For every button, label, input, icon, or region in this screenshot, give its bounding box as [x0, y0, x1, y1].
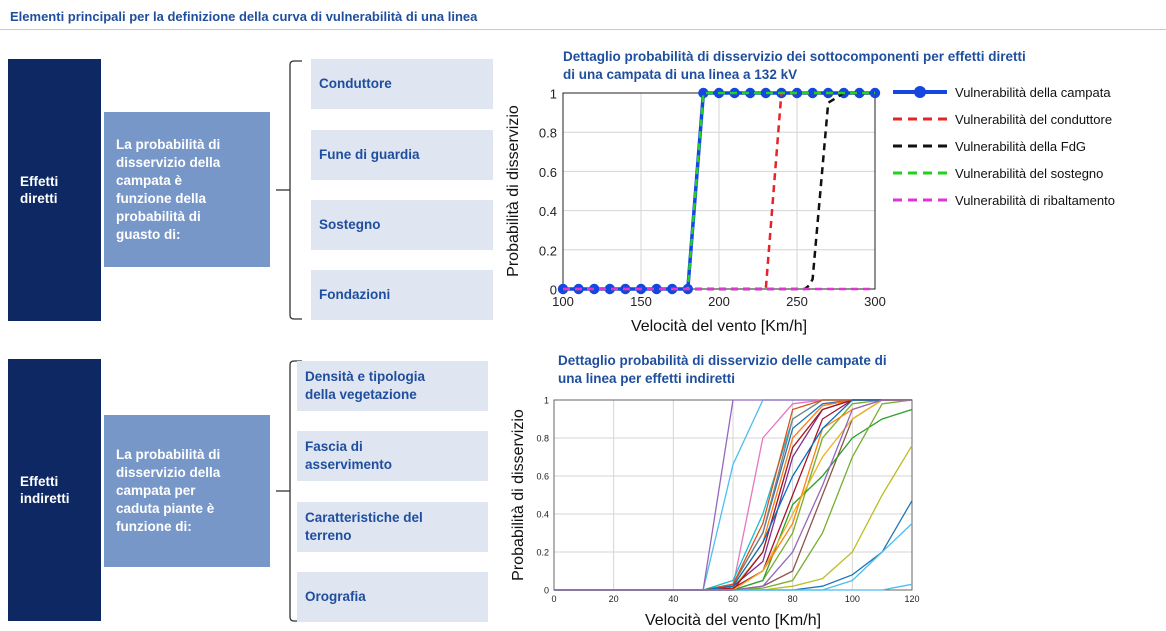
direct-item-fondazioni: Fondazioni — [311, 270, 493, 320]
x-tick-label: 60 — [728, 594, 738, 604]
legend-label: Vulnerabilità della campata — [955, 85, 1111, 100]
series-line-23 — [554, 399, 912, 591]
direct-item-conduttore: Conduttore — [311, 59, 493, 109]
legend-label: Vulnerabilità del conduttore — [955, 112, 1112, 127]
legend-marker — [914, 86, 926, 98]
x-tick-label: 300 — [864, 294, 886, 309]
series-point — [807, 87, 818, 99]
chart1-ylabel: Probabilità di disservizio — [505, 105, 522, 277]
series-point — [760, 87, 771, 99]
series-point — [791, 87, 803, 99]
x-tick-label: 200 — [708, 294, 730, 309]
x-tick-label: 100 — [552, 294, 574, 309]
indirect-item-caratteristiche-terreno: Caratteristiche del terreno — [297, 502, 488, 552]
series-point — [651, 283, 662, 295]
y-tick-label: 0.4 — [539, 204, 557, 219]
y-tick-label: 0.8 — [536, 434, 549, 444]
chart1-title: Dettaglio probabilità di disservizio dei… — [563, 49, 1026, 82]
y-tick-label: 0.6 — [536, 472, 549, 482]
y-tick-label: 0.8 — [539, 126, 557, 141]
direct-effects-box: Effetti diretti — [8, 59, 101, 321]
x-tick-label: 40 — [668, 594, 678, 604]
chart2-indirect-effects: 0 20 40 60 80 100 120 0 0.2 0.4 0.6 0.8 1 Velocità d… — [510, 396, 920, 630]
series-point — [604, 283, 615, 295]
indirect-item-fascia-asservimento: Fascia di asservimento — [297, 431, 488, 481]
y-tick-label: 1 — [544, 396, 549, 406]
y-tick-label: 0.2 — [536, 548, 549, 558]
x-tick-label: 250 — [786, 294, 808, 309]
legend-label: Vulnerabilità di ribaltamento — [955, 193, 1115, 208]
page-title: Elementi principali per la definizione d… — [10, 9, 478, 24]
series-point — [854, 87, 865, 99]
series-point — [745, 87, 756, 99]
y-tick-label: 1 — [550, 87, 557, 102]
x-tick-label: 20 — [609, 594, 619, 604]
legend-label: Vulnerabilità della FdG — [955, 139, 1086, 154]
y-tick-label: 0.4 — [536, 510, 549, 520]
direct-bracket — [276, 60, 302, 320]
legend-label: Vulnerabilità del sostegno — [955, 166, 1103, 181]
series-point — [589, 283, 600, 295]
y-tick-label: 0.6 — [539, 165, 557, 180]
x-tick-label: 0 — [551, 594, 556, 604]
chart2-xlabel: Velocità del vento [Km/h] — [645, 612, 821, 629]
chart1-direct-effects: 100 150 200 250 300 0 0.2 0.4 0.6 0.8 1 Velocità d… — [505, 85, 1115, 335]
x-tick-label: 150 — [630, 294, 652, 309]
chart1-grid — [562, 92, 876, 290]
x-tick-label: 120 — [904, 594, 919, 604]
direct-item-fune-di-guardia: Fune di guardia — [311, 130, 493, 180]
x-tick-label: 100 — [845, 594, 860, 604]
direct-item-sostegno: Sostegno — [311, 200, 493, 250]
y-tick-label: 0.2 — [539, 243, 557, 258]
indirect-effects-box: Effetti indiretti — [8, 359, 101, 621]
direct-description-box: La probabilità di disservizio della camp… — [104, 112, 270, 267]
y-tick-label: 0 — [550, 283, 557, 298]
indirect-description-box: La probabilità di disservizio della camp… — [104, 415, 270, 567]
indirect-bracket — [276, 360, 302, 622]
series-point — [698, 87, 709, 99]
chart2-grid — [553, 399, 913, 591]
title-divider — [0, 29, 1166, 30]
indirect-item-orografia: Orografia — [297, 572, 488, 622]
chart1-xlabel: Velocità del vento [Km/h] — [631, 318, 807, 335]
indirect-item-vegetazione: Densità e tipologia della vegetazione — [297, 361, 488, 411]
chart1-legend: Vulnerabilità della campata Vulnerabilità… — [893, 85, 1115, 208]
chart2-ylabel: Probabilità di disservizio — [510, 409, 527, 581]
x-tick-label: 80 — [788, 594, 798, 604]
chart2-title: Dettaglio probabilità di disservizio del… — [558, 353, 887, 386]
y-tick-label: 0 — [544, 586, 549, 596]
